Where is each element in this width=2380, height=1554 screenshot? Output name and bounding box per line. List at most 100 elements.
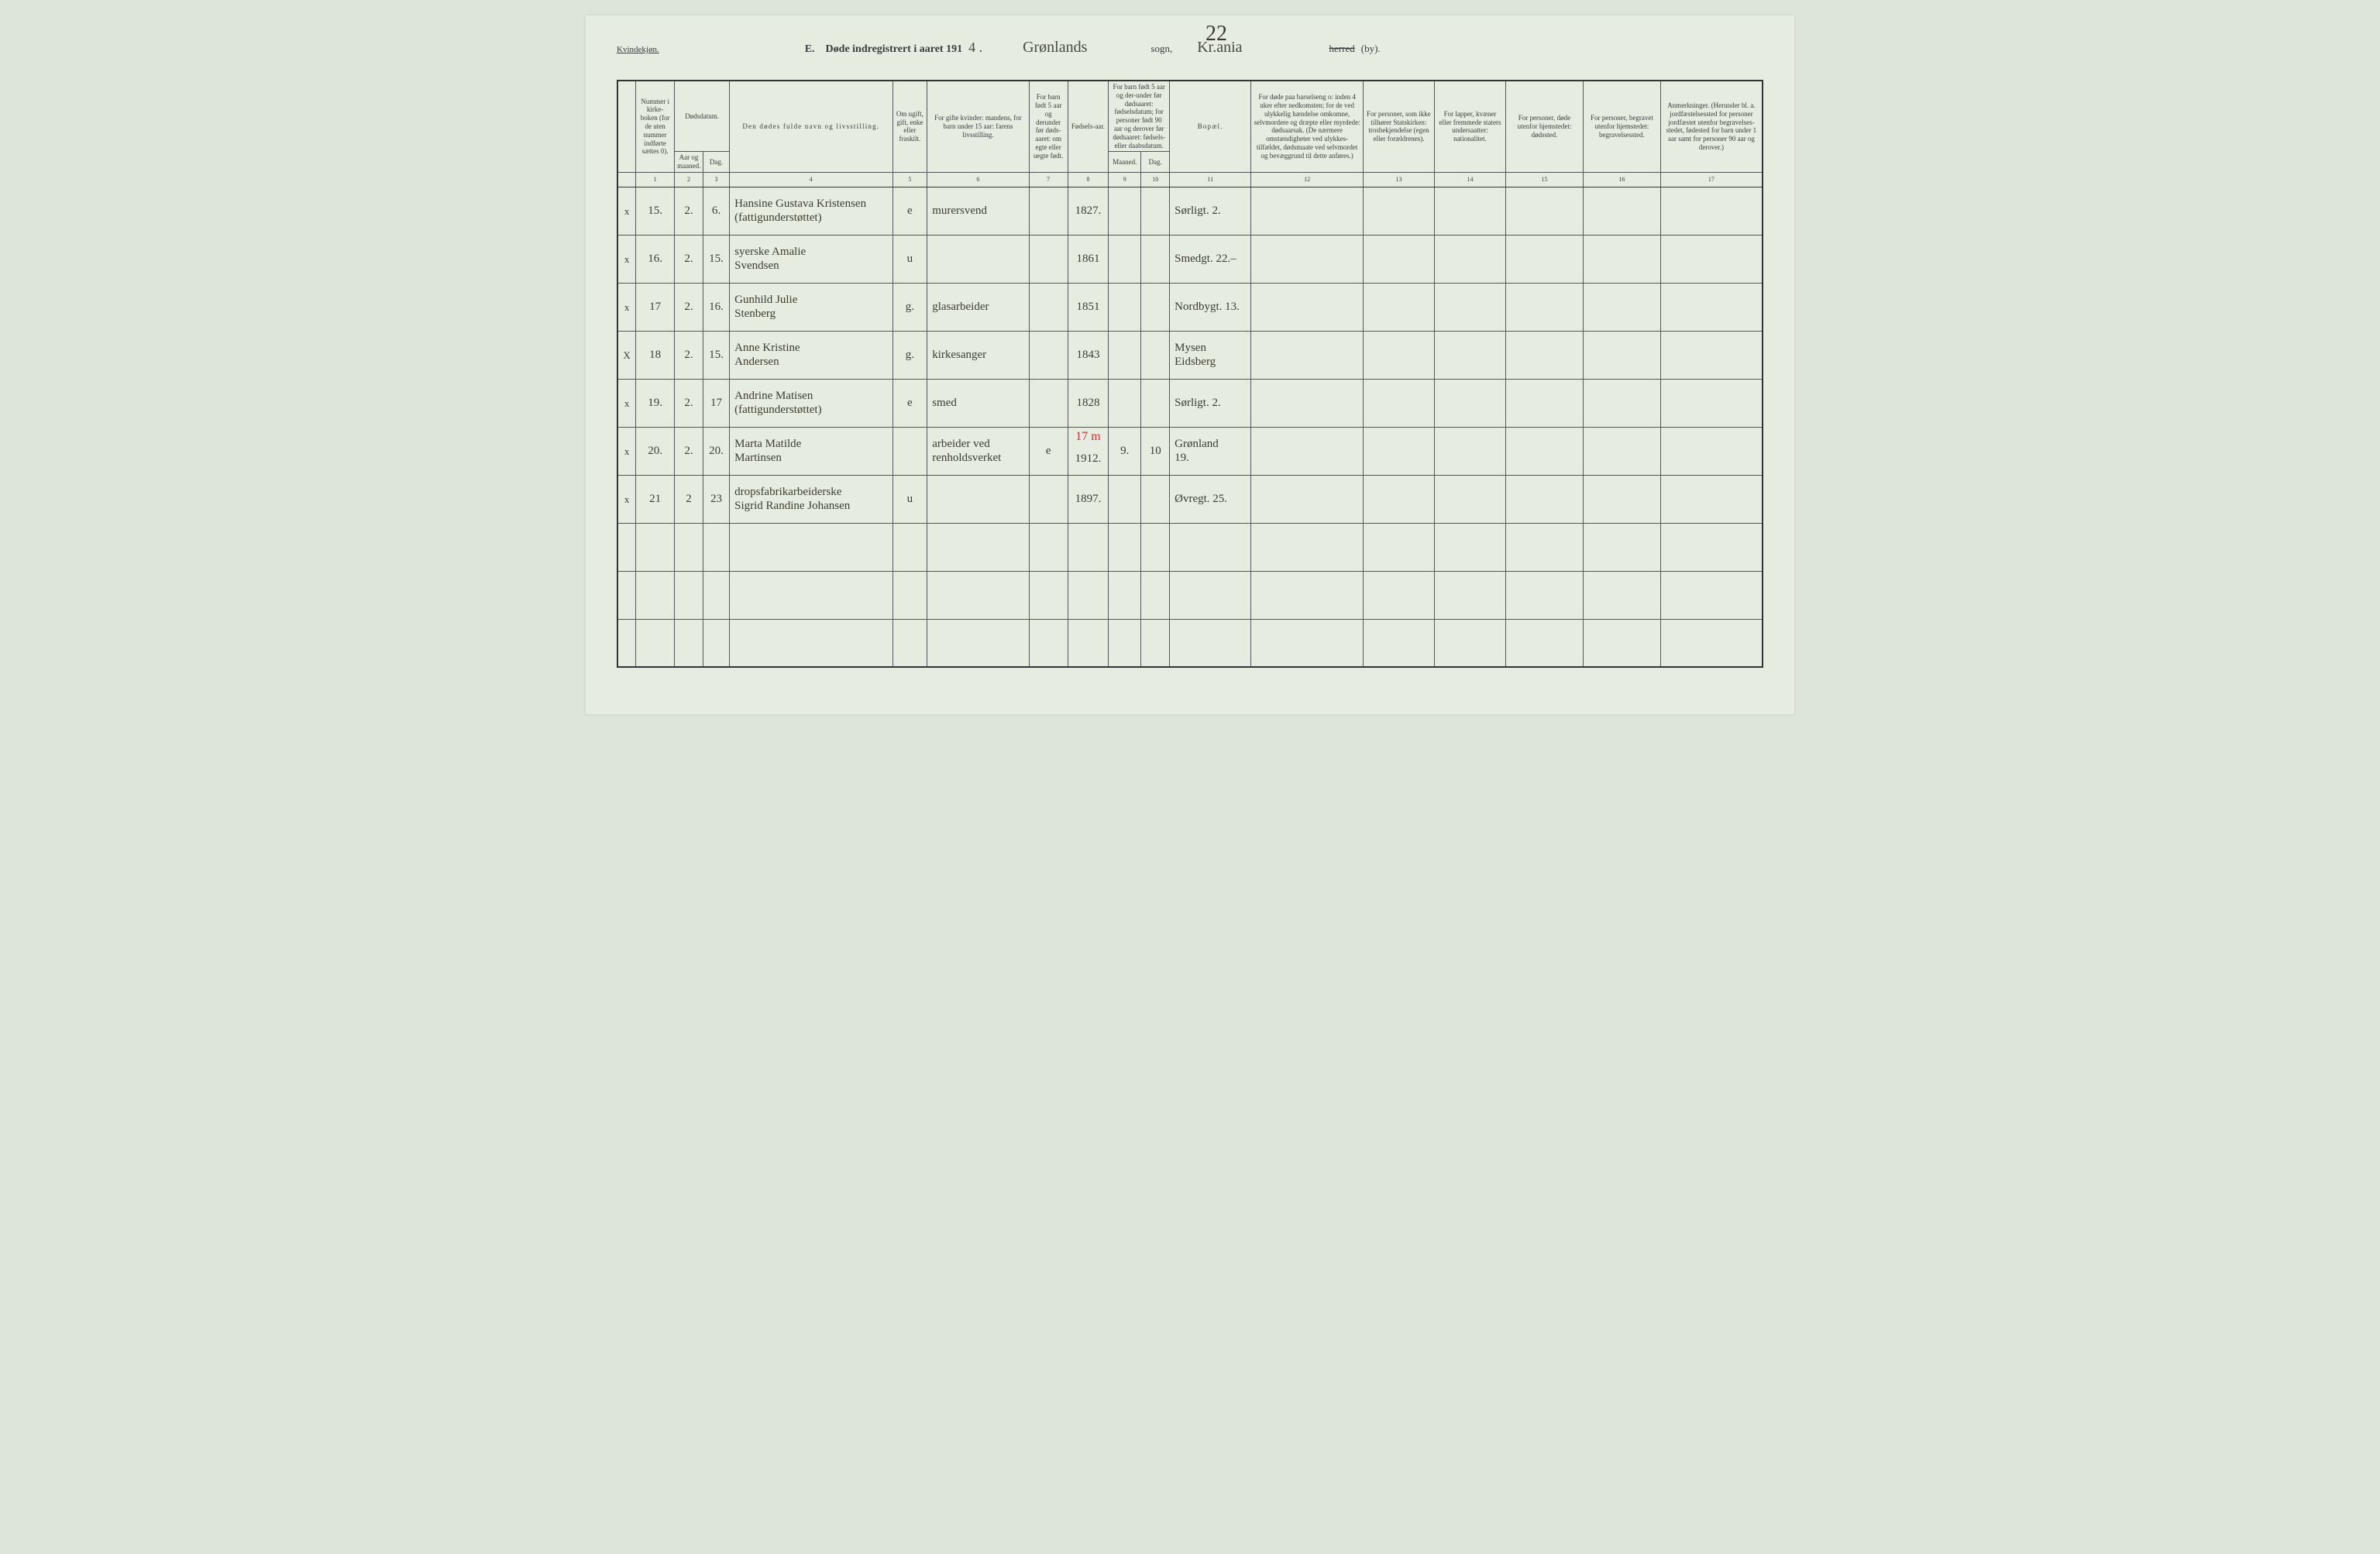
cell — [1251, 427, 1364, 475]
cell — [1068, 619, 1109, 667]
cell: Marta MatildeMartinsen — [730, 427, 892, 475]
cell — [1583, 331, 1660, 379]
cell — [1363, 475, 1434, 523]
cell: x — [617, 379, 636, 427]
cell: Sørligt. 2. — [1170, 187, 1251, 235]
cell: 21 — [636, 475, 675, 523]
cell: 2. — [675, 331, 703, 379]
cell — [1251, 331, 1364, 379]
cell: dropsfabrikarbeiderskeSigrid Randine Joh… — [730, 475, 892, 523]
cell: 17 — [636, 283, 675, 331]
col-bday: Dag. — [1141, 152, 1170, 173]
cell — [1660, 475, 1763, 523]
cell — [636, 523, 675, 571]
cell — [1141, 331, 1170, 379]
cell — [1363, 571, 1434, 619]
cell: 1827. — [1068, 187, 1109, 235]
cell — [1583, 523, 1660, 571]
col-mark — [617, 81, 636, 172]
cell: 2. — [675, 283, 703, 331]
cell — [1363, 235, 1434, 283]
cell — [1068, 523, 1109, 571]
cell — [1660, 283, 1763, 331]
cell — [1141, 571, 1170, 619]
parish-name: Grønlands — [1018, 39, 1092, 57]
cell: X — [617, 331, 636, 379]
column-number: 2 — [675, 172, 703, 187]
table-row: x16.2.15.syerske AmalieSvendsenu1861Smed… — [617, 235, 1763, 283]
cell — [1109, 523, 1141, 571]
cell — [1506, 619, 1584, 667]
cell — [1170, 571, 1251, 619]
cell — [703, 571, 729, 619]
col-occupation: For gifte kvinder: mandens, for barn und… — [927, 81, 1029, 172]
cell — [1506, 475, 1584, 523]
cell — [1141, 379, 1170, 427]
cell — [1170, 523, 1251, 571]
cell — [703, 619, 729, 667]
cell — [1434, 235, 1505, 283]
cell: x — [617, 235, 636, 283]
cell — [1434, 475, 1505, 523]
cell: 17 m1912. — [1068, 427, 1109, 475]
section-letter: E. — [805, 43, 815, 56]
header-line: Kvindekjøn. E. Døde indregistrert i aare… — [617, 39, 1763, 57]
cell: x — [617, 475, 636, 523]
cell — [1506, 427, 1584, 475]
cell: 10 — [1141, 427, 1170, 475]
cell — [1434, 619, 1505, 667]
table-row: x21223dropsfabrikarbeiderskeSigrid Randi… — [617, 475, 1763, 523]
column-number: 9 — [1109, 172, 1141, 187]
register-table: Nummer i kirke- boken (for de uten numme… — [617, 80, 1763, 668]
cell — [1029, 235, 1068, 283]
cell — [617, 523, 636, 571]
cell — [1583, 427, 1660, 475]
register-page: 22 Kvindekjøn. E. Døde indregistrert i a… — [586, 15, 1794, 714]
cell — [1434, 571, 1505, 619]
table-header: Nummer i kirke- boken (for de uten numme… — [617, 81, 1763, 187]
table-body: x15.2.6.Hansine Gustava Kristensen(fatti… — [617, 187, 1763, 667]
cell — [1141, 235, 1170, 283]
cell: 1897. — [1068, 475, 1109, 523]
cell: 20. — [703, 427, 729, 475]
cell: e — [892, 379, 927, 427]
col-deathplace: For personer, døde utenfor hjemstedet: d… — [1506, 81, 1584, 172]
cell: 2. — [675, 187, 703, 235]
cell: Sørligt. 2. — [1170, 379, 1251, 427]
cell: 15. — [703, 235, 729, 283]
cell — [1251, 235, 1364, 283]
cell: murersvend — [927, 187, 1029, 235]
cell — [730, 523, 892, 571]
cell: Grønland19. — [1170, 427, 1251, 475]
cell — [675, 523, 703, 571]
cell — [892, 523, 927, 571]
cell: x — [617, 187, 636, 235]
cell — [1068, 571, 1109, 619]
cell — [1434, 427, 1505, 475]
cell — [1363, 187, 1434, 235]
cell: 2. — [675, 235, 703, 283]
cell: 1861 — [1068, 235, 1109, 283]
col-remarks: Anmerkninger. (Herunder bl. a. jordfæste… — [1660, 81, 1763, 172]
cell — [617, 571, 636, 619]
cell — [1251, 283, 1364, 331]
cell: 2 — [675, 475, 703, 523]
cell — [927, 235, 1029, 283]
cell — [1583, 187, 1660, 235]
cell — [1363, 283, 1434, 331]
cell — [1363, 523, 1434, 571]
page-number: 22 — [1205, 22, 1227, 46]
cell: e — [1029, 427, 1068, 475]
cell: Nordbygt. 13. — [1170, 283, 1251, 331]
cell — [1660, 523, 1763, 571]
column-number: 7 — [1029, 172, 1068, 187]
cell — [1660, 187, 1763, 235]
cell — [1170, 619, 1251, 667]
cell — [892, 619, 927, 667]
cell — [1506, 187, 1584, 235]
cell — [1434, 283, 1505, 331]
table-row — [617, 571, 1763, 619]
cell — [927, 523, 1029, 571]
cell — [1109, 331, 1141, 379]
cell — [1583, 571, 1660, 619]
